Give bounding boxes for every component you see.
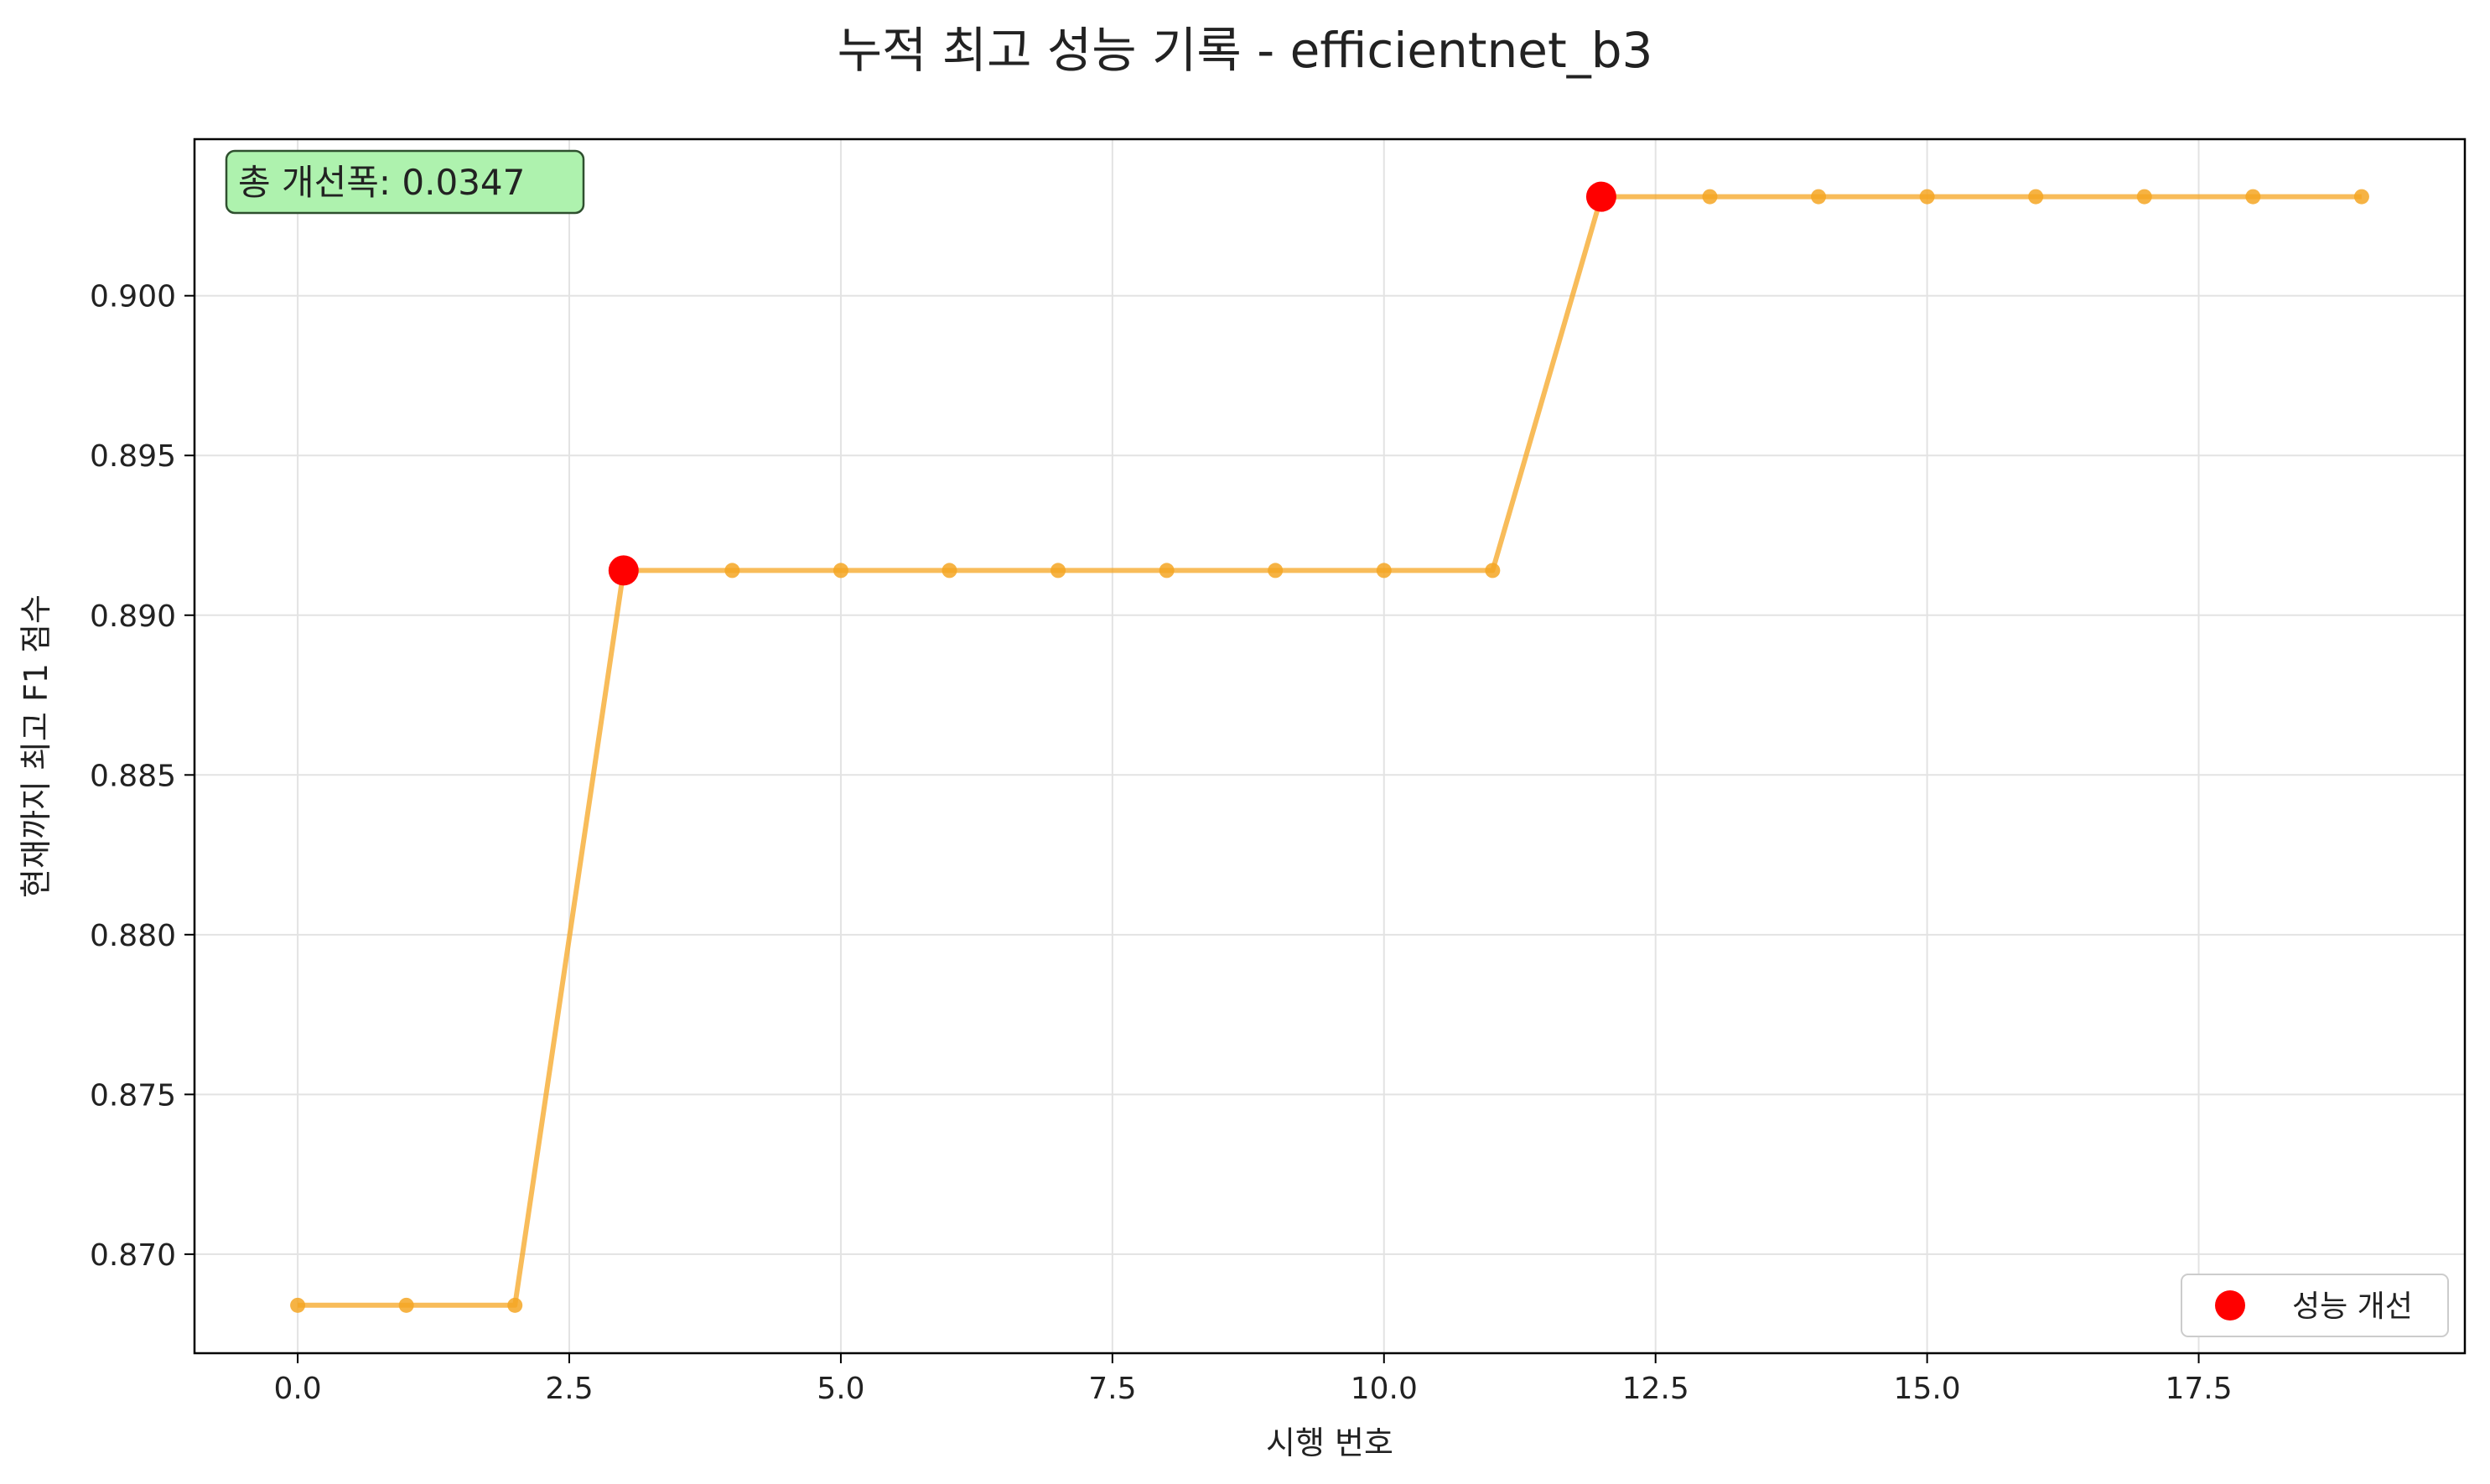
- series-point: [2028, 189, 2044, 205]
- improvement-markers: [608, 181, 1616, 586]
- series-point: [290, 1297, 306, 1313]
- series-point: [833, 563, 848, 579]
- legend-box: [2181, 1274, 2449, 1337]
- y-axis-label: 현재까지 최고 F1 점수: [18, 594, 54, 898]
- chart-title: 누적 최고 성능 기록 - efficientnet_b3: [838, 22, 1653, 79]
- y-tick-label: 0.870: [90, 1238, 176, 1273]
- series-point: [1050, 563, 1066, 579]
- annotation-box: [225, 149, 585, 215]
- y-tick-label: 0.895: [90, 439, 176, 474]
- series-point: [1702, 189, 1718, 205]
- x-axis-ticks: 0.0 2.5 5.0 7.5 10.0 12.5 15.0 17.5: [273, 1353, 2233, 1406]
- series-point: [1811, 189, 1827, 205]
- y-tick-label: 0.890: [90, 599, 176, 634]
- series-point: [1268, 563, 1284, 579]
- y-tick-label: 0.900: [90, 280, 176, 314]
- x-tick-label: 15.0: [1894, 1372, 1961, 1406]
- series-point: [507, 1297, 523, 1313]
- y-axis-ticks: 0.870 0.875 0.880 0.885 0.890 0.895 0.900: [90, 280, 195, 1273]
- grid: [195, 139, 2465, 1353]
- x-tick-label: 17.5: [2165, 1372, 2232, 1406]
- x-tick-label: 7.5: [1088, 1372, 1136, 1406]
- series-point: [1376, 563, 1392, 579]
- legend: 성능 개선: [2181, 1274, 2449, 1337]
- x-tick-label: 0.0: [273, 1372, 321, 1406]
- x-tick-label: 5.0: [817, 1372, 864, 1406]
- series-layer: [290, 189, 2369, 1313]
- series-point: [2353, 189, 2369, 205]
- improvement-point: [608, 555, 639, 586]
- y-tick-label: 0.885: [90, 759, 176, 793]
- series-point: [724, 563, 740, 579]
- plot-area-frame: [193, 138, 2467, 1355]
- x-tick-label: 2.5: [545, 1372, 593, 1406]
- series-point: [1485, 563, 1501, 579]
- improvement-point: [1585, 181, 1616, 212]
- series-line: [298, 194, 2362, 1308]
- y-tick-label: 0.875: [90, 1078, 176, 1113]
- improvement-annotation: 총 개선폭: 0.0347: [225, 149, 585, 215]
- y-tick-label: 0.880: [90, 919, 176, 953]
- series-point: [942, 563, 957, 579]
- x-tick-label: 12.5: [1622, 1372, 1689, 1406]
- x-axis-label: 시행 번호: [1266, 1424, 1393, 1461]
- series-point: [2245, 189, 2261, 205]
- legend-marker-improvement: [2215, 1290, 2245, 1321]
- legend-label-improvement: 성능 개선: [2292, 1289, 2413, 1324]
- annotation-text: 총 개선폭: 0.0347: [238, 162, 525, 203]
- series-point: [1919, 189, 1935, 205]
- series-point: [2136, 189, 2152, 205]
- x-tick-label: 10.0: [1351, 1372, 1418, 1406]
- series-point: [398, 1297, 414, 1313]
- series-point: [1159, 563, 1175, 579]
